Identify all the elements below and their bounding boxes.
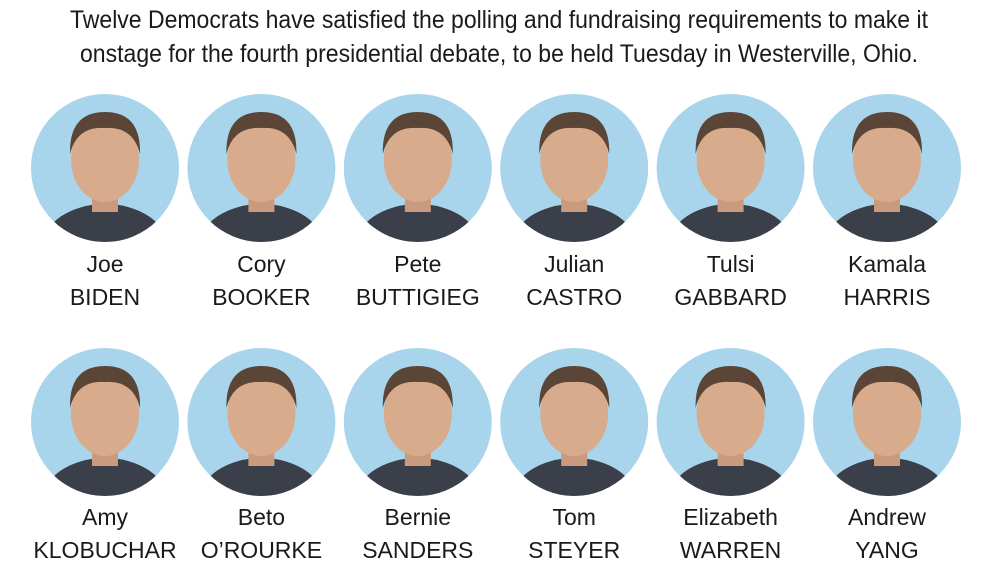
hair — [382, 366, 453, 408]
hair — [382, 112, 453, 154]
portrait — [199, 366, 324, 496]
face — [383, 118, 452, 202]
last-name: BOOKER — [212, 284, 310, 310]
hair — [226, 112, 297, 154]
face — [540, 118, 609, 202]
hair — [539, 112, 610, 154]
hair — [695, 112, 766, 154]
first-name: Joe — [86, 251, 123, 277]
portrait — [355, 366, 480, 496]
face — [227, 372, 296, 456]
shoulders — [825, 204, 949, 242]
shoulders — [512, 204, 637, 242]
first-name: Cory — [237, 251, 286, 277]
shoulders — [668, 458, 793, 496]
intro-line: onstage for the fourth presidential deba… — [80, 40, 918, 68]
shoulders — [43, 458, 167, 496]
shoulders — [199, 458, 324, 496]
candidate — [343, 94, 492, 242]
candidate — [343, 348, 492, 496]
portrait — [355, 112, 480, 242]
first-name: Julian — [544, 251, 604, 277]
portrait — [43, 366, 167, 496]
last-name: SANDERS — [362, 537, 473, 563]
candidate — [31, 348, 179, 496]
last-name: BUTTIGIEG — [356, 284, 480, 310]
hair — [69, 366, 141, 408]
first-name: Tulsi — [707, 251, 755, 277]
face — [853, 118, 921, 202]
shoulders — [668, 204, 793, 242]
first-name: Pete — [394, 251, 441, 277]
candidate — [500, 348, 649, 496]
portrait — [825, 112, 949, 242]
shoulders — [43, 204, 167, 242]
face — [696, 118, 765, 202]
face — [71, 118, 139, 202]
portrait — [512, 366, 637, 496]
face — [853, 372, 921, 456]
face — [71, 372, 139, 456]
portrait — [199, 112, 324, 242]
hair — [226, 366, 297, 408]
hair — [695, 366, 766, 408]
shoulders — [512, 458, 637, 496]
first-name: Andrew — [848, 504, 926, 530]
face — [696, 372, 765, 456]
hair — [69, 112, 141, 154]
last-name: STEYER — [528, 537, 620, 563]
first-name: Kamala — [848, 251, 926, 277]
portrait — [43, 112, 167, 242]
first-name: Bernie — [385, 504, 451, 530]
face — [227, 118, 296, 202]
first-name: Beto — [238, 504, 285, 530]
first-name: Amy — [82, 504, 129, 530]
shoulders — [825, 458, 949, 496]
face — [383, 372, 452, 456]
candidate — [813, 94, 961, 242]
shoulders — [355, 204, 480, 242]
last-name: HARRIS — [844, 284, 931, 310]
portrait — [668, 366, 793, 496]
first-name: Tom — [552, 504, 595, 530]
candidate — [500, 94, 649, 242]
face — [540, 372, 609, 456]
last-name: BIDEN — [70, 284, 140, 310]
hair — [851, 112, 923, 154]
last-name: WARREN — [680, 537, 781, 563]
candidate — [656, 348, 805, 496]
last-name: YANG — [855, 537, 918, 563]
first-name: Elizabeth — [683, 504, 778, 530]
last-name: O’ROURKE — [201, 537, 322, 563]
candidate — [31, 94, 179, 242]
candidate — [187, 348, 336, 496]
hair — [539, 366, 610, 408]
candidate — [813, 348, 961, 496]
candidate — [187, 94, 336, 242]
last-name: KLOBUCHAR — [33, 537, 176, 563]
candidate — [656, 94, 805, 242]
last-name: GABBARD — [674, 284, 786, 310]
shoulders — [355, 458, 480, 496]
portrait — [825, 366, 949, 496]
last-name: CASTRO — [526, 284, 622, 310]
portrait — [668, 112, 793, 242]
shoulders — [199, 204, 324, 242]
portrait — [512, 112, 637, 242]
hair — [851, 366, 923, 408]
intro-line: Twelve Democrats have satisfied the poll… — [70, 6, 928, 34]
